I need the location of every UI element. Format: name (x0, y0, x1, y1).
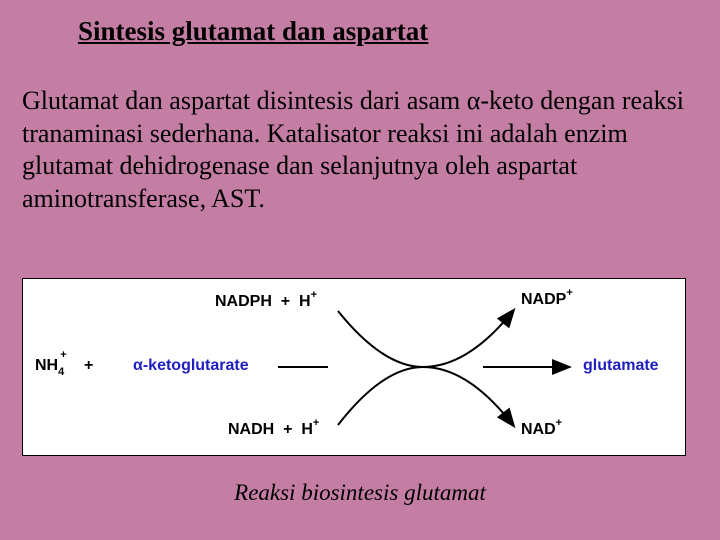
label-nadp: NADP+ (521, 291, 573, 309)
label-nh4: NH4+ + (35, 357, 93, 375)
slide: Sintesis glutamat dan aspartat Glutamat … (0, 0, 720, 540)
slide-title: Sintesis glutamat dan aspartat (78, 16, 428, 47)
label-nad: NAD+ (521, 421, 562, 439)
label-nadh: NADH + H+ (228, 421, 319, 439)
label-aketoglutarate: α-ketoglutarate (133, 357, 249, 375)
label-glutamate: glutamate (583, 357, 659, 375)
slide-caption: Reaksi biosintesis glutamat (0, 480, 720, 506)
reaction-diagram: NADPH + H+ NADP+ NH4+ + α-ketoglutarate … (22, 278, 686, 456)
slide-body: Glutamat dan aspartat disintesis dari as… (22, 85, 698, 215)
label-nadph: NADPH + H+ (215, 293, 317, 311)
